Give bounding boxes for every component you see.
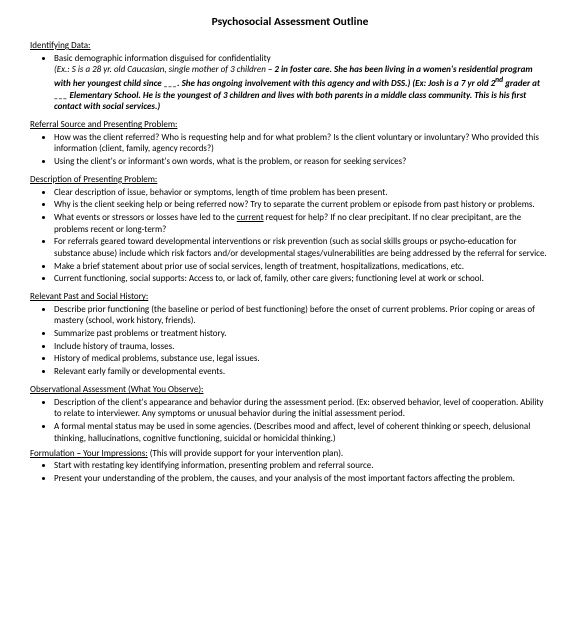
document-title: Psychosocial Assessment Outline xyxy=(30,15,550,30)
list-item: Start with restating key identifying inf… xyxy=(54,460,550,472)
list-item: Relevant early family or developmental e… xyxy=(54,366,550,378)
list-item: Clear description of issue, behavior or … xyxy=(54,187,550,199)
list-item: How was the client referred? Who is requ… xyxy=(54,132,550,155)
list-item: For referrals geared toward developmenta… xyxy=(54,236,550,259)
list-item: Using the client's or informant's own wo… xyxy=(54,156,550,168)
list-item: Basic demographic information disguised … xyxy=(54,53,550,113)
list-item: Description of the client's appearance a… xyxy=(54,397,550,420)
section-heading: Description of Presenting Problem: xyxy=(30,174,550,186)
list-item: A formal mental status may be used in so… xyxy=(54,421,550,444)
section-heading: Identifying Data: xyxy=(30,40,550,52)
section-heading: Formulation – Your Impressions: (This wi… xyxy=(30,448,550,460)
document-body: Identifying Data:Basic demographic infor… xyxy=(30,40,550,484)
section-list: Description of the client's appearance a… xyxy=(30,397,550,445)
list-item: Summarize past problems or treatment his… xyxy=(54,328,550,340)
section-heading: Observational Assessment (What You Obser… xyxy=(30,384,550,396)
list-item: Present your understanding of the proble… xyxy=(54,473,550,485)
list-item: Make a brief statement about prior use o… xyxy=(54,261,550,273)
section-heading: Relevant Past and Social History: xyxy=(30,291,550,303)
section-list: Clear description of issue, behavior or … xyxy=(30,187,550,286)
list-item: Current functioning, social supports: Ac… xyxy=(54,273,550,285)
list-item: History of medical problems, substance u… xyxy=(54,353,550,365)
list-item: What events or stressors or losses have … xyxy=(54,212,550,235)
list-item: Include history of trauma, losses. xyxy=(54,341,550,353)
section-list: How was the client referred? Who is requ… xyxy=(30,132,550,168)
list-item: Why is the client seeking help or being … xyxy=(54,199,550,211)
section-list: Start with restating key identifying inf… xyxy=(30,460,550,484)
section-list: Basic demographic information disguised … xyxy=(30,53,550,113)
section-heading: Referral Source and Presenting Problem: xyxy=(30,119,550,131)
section-list: Describe prior functioning (the baseline… xyxy=(30,304,550,378)
list-item: Describe prior functioning (the baseline… xyxy=(54,304,550,327)
